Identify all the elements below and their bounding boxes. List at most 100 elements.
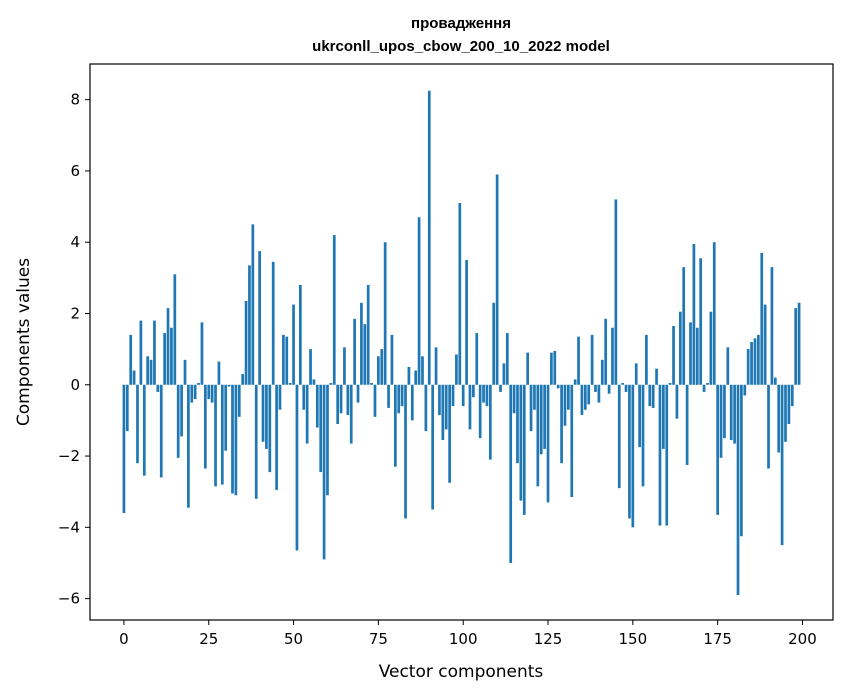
bar-160 [665,384,669,526]
bar-34 [237,384,241,417]
bar-139 [594,384,597,392]
chart-title: провадження ukrconll_upos_cbow_200_10_20… [312,15,610,55]
bar-41 [261,384,265,442]
bar-0 [122,384,126,514]
bar-12 [163,333,166,385]
bar-179 [729,384,733,441]
bar-142 [604,318,608,385]
bar-107 [485,384,489,407]
bar-8 [149,359,153,385]
bar-89 [424,384,428,432]
bar-83 [404,384,407,519]
x-tick-label: 125 [534,630,563,648]
bar-38 [251,224,255,385]
bar-173 [709,311,713,385]
y-axis-ticks: −6 −4 −2 0 2 4 6 8 [58,91,90,608]
bar-175 [716,384,719,515]
bar-140 [597,384,601,403]
bar-174 [712,242,716,385]
bar-23 [200,322,204,385]
bar-68 [353,318,356,385]
bar-156 [651,384,655,408]
bar-96 [448,384,451,483]
bar-91 [431,384,435,510]
bar-167 [689,322,692,385]
x-tick-label: 150 [619,630,648,648]
bar-85 [410,384,414,421]
x-tick-label: 200 [788,630,817,648]
bar-64 [339,384,343,414]
bar-65 [343,347,346,385]
bar-136 [583,384,587,410]
bar-171 [702,384,706,392]
bar-189 [763,304,767,385]
bar-98 [455,354,458,385]
bar-135 [580,384,584,416]
bar-191 [770,267,774,385]
bar-110 [495,174,499,385]
bar-29 [220,384,224,485]
bars-group [122,90,801,596]
bar-177 [723,384,726,439]
bar-186 [753,338,757,385]
bar-95 [444,384,448,430]
bar-87 [417,217,421,385]
bar-166 [685,384,689,465]
bar-92 [434,347,438,385]
bar-20 [190,384,194,403]
bar-53 [302,384,306,410]
bar-19 [187,384,190,508]
bar-128 [556,384,560,389]
bar-100 [461,384,465,407]
bar-114 [509,384,513,563]
bar-109 [492,302,496,385]
bar-192 [773,377,777,385]
bar-43 [268,384,272,473]
chart-title-line-2: ukrconll_upos_cbow_200_10_2022 model [312,38,610,55]
bar-54 [305,384,309,444]
bar-22 [197,382,200,385]
bar-26 [210,384,214,403]
bar-15 [173,274,177,385]
bar-90 [427,90,431,385]
bar-101 [465,260,468,385]
bar-118 [522,384,526,515]
bar-13 [166,308,170,385]
bar-196 [787,384,791,424]
bar-125 [546,384,550,503]
y-tick-label: 0 [70,376,80,394]
bar-169 [695,327,699,385]
bar-152 [638,384,641,448]
x-tick-label: 100 [449,630,478,648]
bar-122 [536,384,540,487]
x-tick-label: 0 [119,630,129,648]
bar-193 [777,384,781,453]
chart-title-line-1: провадження [411,15,511,32]
bar-66 [346,384,350,416]
y-tick-label: 4 [70,233,80,251]
bar-180 [733,384,736,444]
bar-111 [499,384,502,392]
bar-105 [478,384,482,439]
bar-62 [332,235,336,385]
bar-86 [414,370,418,385]
bar-127 [553,350,557,385]
bar-88 [421,356,424,385]
x-tick-label: 50 [284,630,303,648]
bar-102 [468,384,472,430]
bar-81 [397,384,401,414]
bar-148 [624,384,628,392]
bar-63 [336,384,340,424]
y-tick-label: −6 [58,590,80,608]
bar-164 [678,311,682,385]
bar-57 [315,384,319,428]
bar-182 [740,384,743,537]
bar-35 [241,374,245,385]
bar-9 [153,320,156,385]
bar-163 [675,384,679,419]
bar-82 [400,384,404,407]
bar-159 [662,384,665,449]
bar-79 [390,334,394,385]
bar-44 [271,261,275,385]
